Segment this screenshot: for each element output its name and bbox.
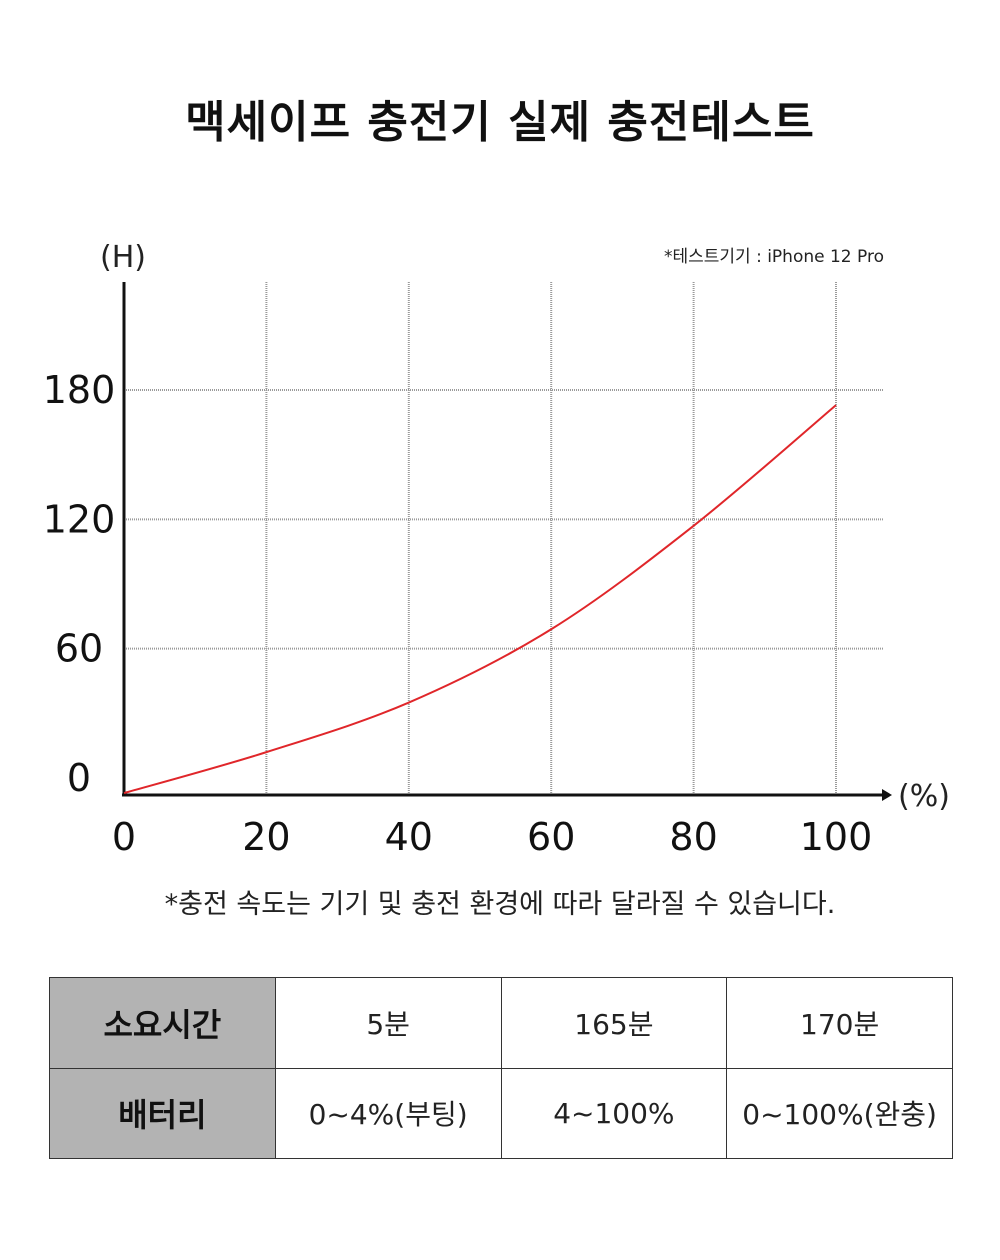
table-cell: 0~100%(완충) bbox=[726, 1067, 953, 1159]
charge-info-table: 소요시간 5분 165분 170분 배터리 0~4%(부팅) 4~100% 0~… bbox=[49, 977, 953, 1159]
axes bbox=[122, 282, 892, 801]
grid bbox=[124, 282, 884, 795]
tick-labels: 0 20 40 60 80 100 0 60 120 180 bbox=[43, 368, 873, 859]
x-tick-label: 80 bbox=[669, 815, 717, 859]
table-cell: 170분 bbox=[726, 977, 953, 1069]
x-tick-label: 60 bbox=[527, 815, 575, 859]
device-note: *테스트기기 : iPhone 12 Pro bbox=[664, 247, 884, 267]
charging-chart: 0 20 40 60 80 100 0 60 120 180 (H) (%) *테스트기기 : i… bbox=[43, 240, 950, 859]
page-title: 맥세이프 충전기 실제 충전테스트 bbox=[185, 97, 815, 148]
table-row-time: 소요시간 5분 165분 170분 bbox=[49, 977, 953, 1069]
y-tick-label: 60 bbox=[55, 627, 103, 671]
table-cell: 5분 bbox=[274, 977, 502, 1069]
y-tick-label: 180 bbox=[43, 368, 116, 412]
footnote: *충전 속도는 기기 및 충전 환경에 따라 달라질 수 있습니다. bbox=[164, 889, 836, 920]
x-tick-label: 0 bbox=[112, 815, 136, 859]
x-tick-label: 40 bbox=[385, 815, 433, 859]
x-tick-label: 100 bbox=[800, 815, 873, 859]
table-row-battery: 배터리 0~4%(부팅) 4~100% 0~100%(완충) bbox=[49, 1067, 953, 1159]
y-tick-label: 0 bbox=[67, 756, 91, 800]
row-header-time: 소요시간 bbox=[49, 977, 276, 1069]
table-cell: 0~4%(부팅) bbox=[274, 1067, 502, 1159]
x-axis-unit: (%) bbox=[898, 779, 950, 814]
table-cell: 4~100% bbox=[500, 1067, 728, 1159]
table-cell: 165분 bbox=[500, 977, 728, 1069]
x-tick-label: 20 bbox=[242, 815, 290, 859]
y-axis-unit: (H) bbox=[100, 240, 146, 275]
charge-curve-line bbox=[123, 404, 837, 795]
x-axis-arrow bbox=[882, 789, 892, 801]
y-tick-label: 120 bbox=[43, 497, 116, 541]
row-header-battery: 배터리 bbox=[49, 1067, 276, 1159]
